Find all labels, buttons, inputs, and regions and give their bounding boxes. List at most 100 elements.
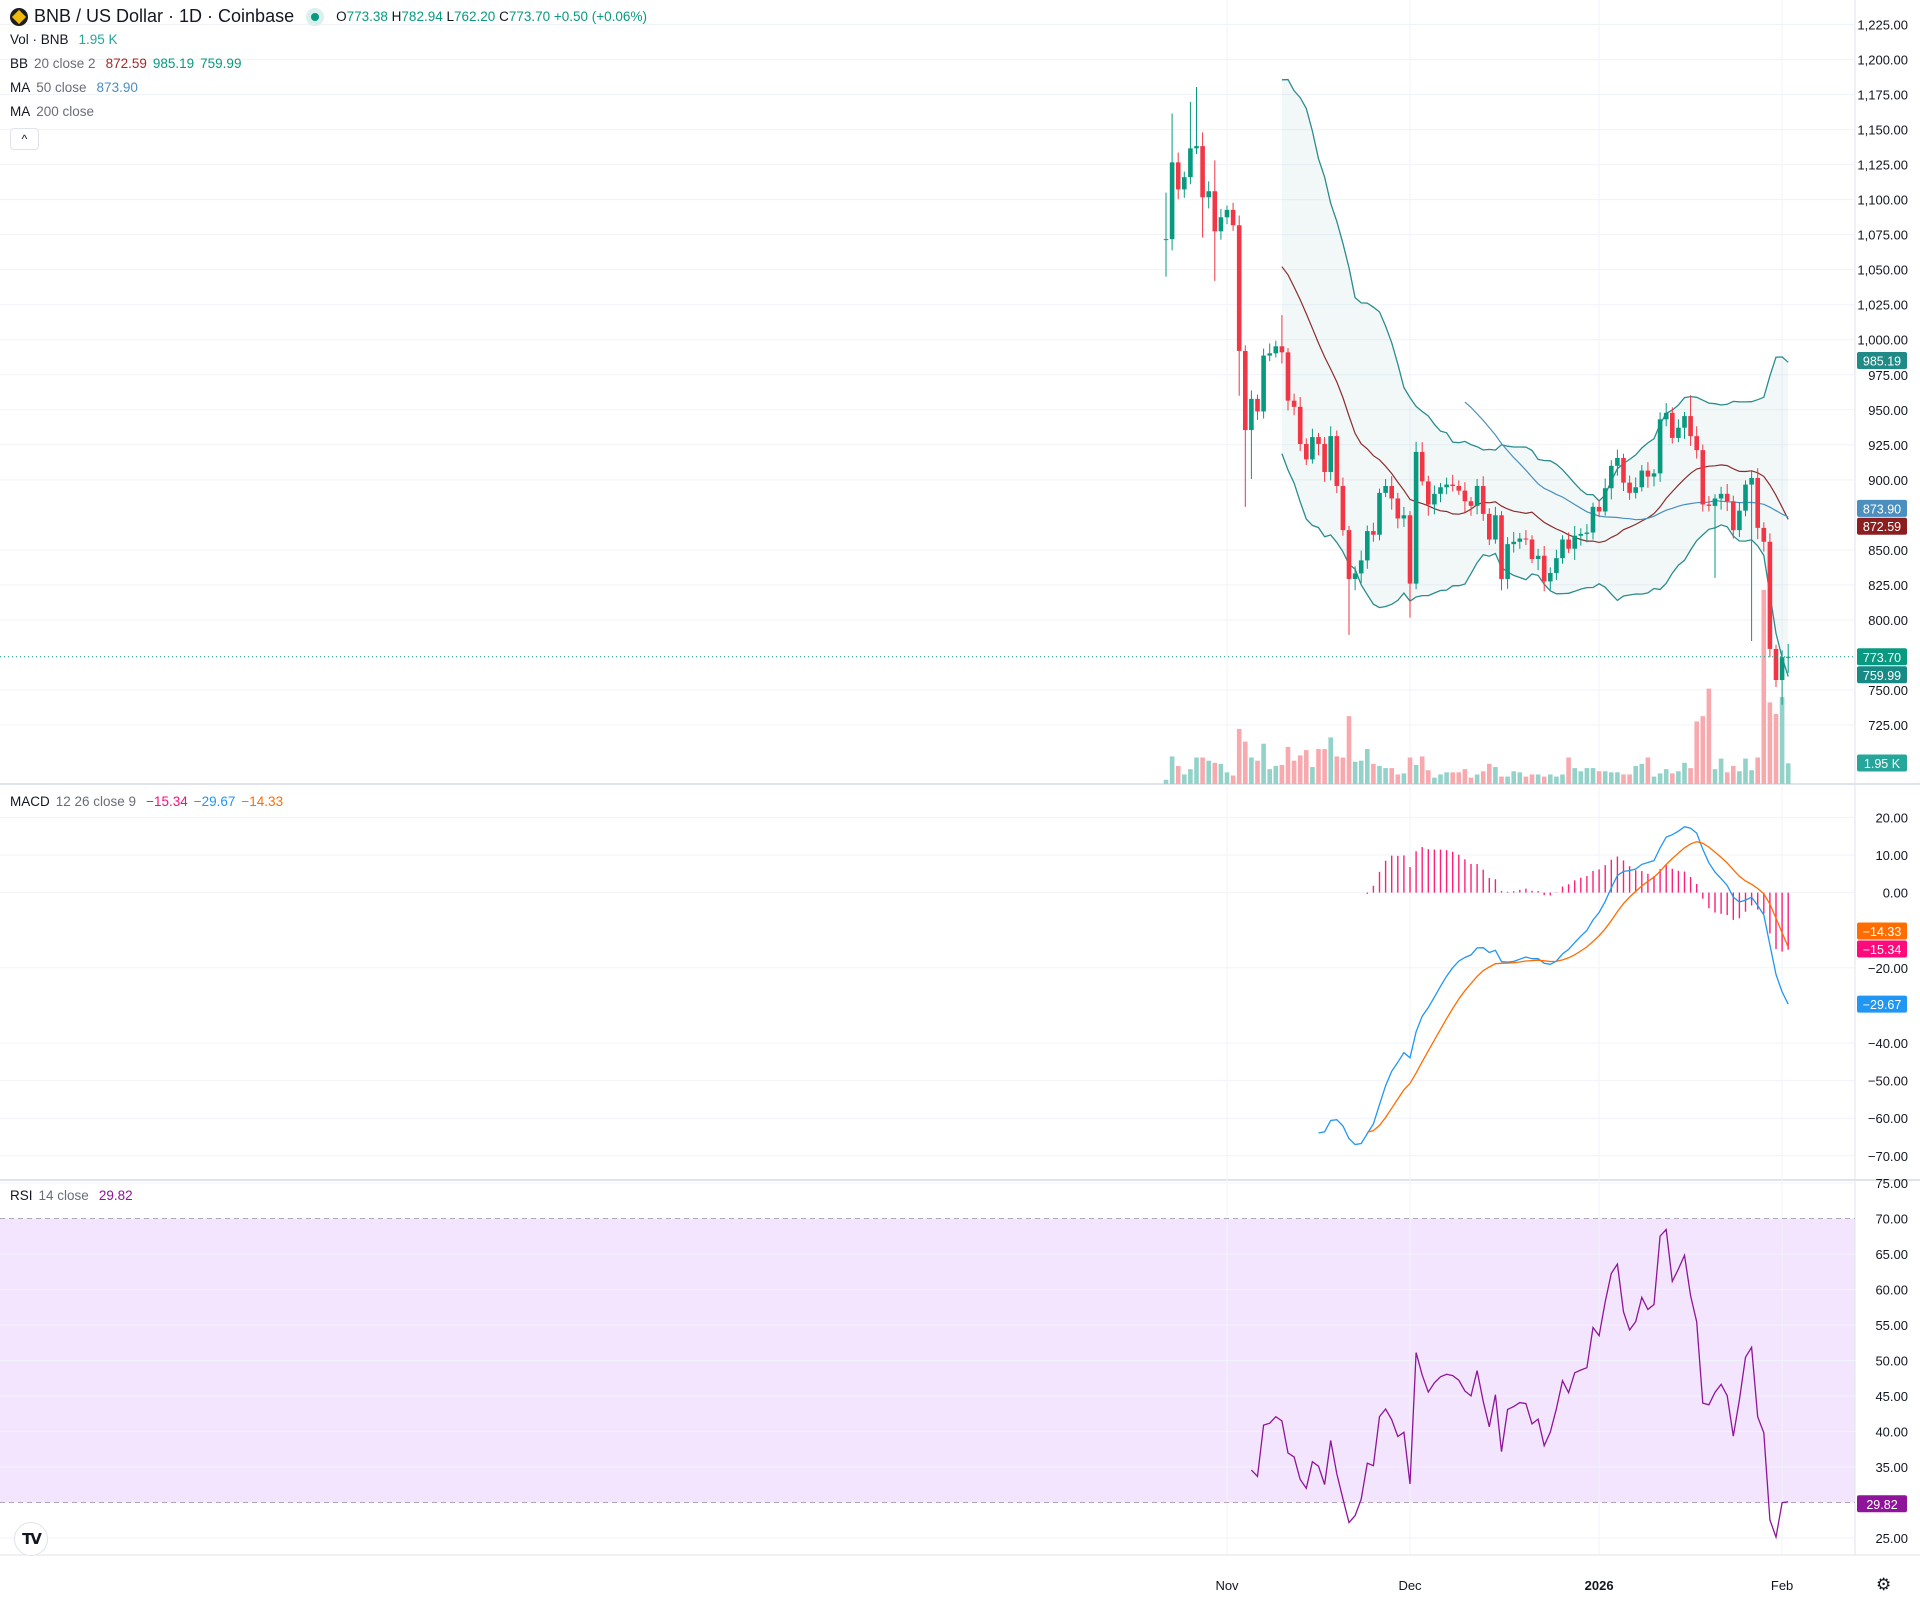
candle-body: [1737, 510, 1742, 531]
candle-body: [1163, 239, 1169, 241]
close-label: C: [499, 9, 509, 24]
macd-line: [1318, 825, 1789, 1146]
ma50-legend-params: 50 close: [36, 80, 87, 95]
volume-bar: [1462, 769, 1468, 784]
open-label: O: [336, 9, 347, 24]
macd-signal-line: [1367, 841, 1789, 1133]
volume-bar: [1419, 756, 1425, 784]
volume-bar: [1334, 756, 1340, 784]
volume-bar: [1395, 774, 1401, 784]
rsi-legend[interactable]: RSI 14 close 29.82: [10, 1188, 133, 1203]
volume-bar: [1761, 590, 1767, 784]
price-axis-label: 925.00: [1868, 438, 1908, 453]
volume-bar: [1468, 777, 1474, 784]
change-value: +0.50 (+0.06%): [553, 9, 647, 24]
candle-body: [1541, 555, 1547, 582]
macd-tag: −29.67: [1863, 998, 1902, 1012]
price-tag: 985.19: [1863, 354, 1901, 368]
bb-legend[interactable]: BB 20 close 2 872.59 985.19 759.99: [10, 56, 241, 71]
ohlc-values: O773.38 H782.94 L762.20 C773.70 +0.50 (+…: [336, 9, 647, 24]
ma50-legend[interactable]: MA 50 close 873.90: [10, 80, 138, 95]
volume-bar: [1493, 767, 1498, 784]
macd-axis-label: −40.00: [1868, 1036, 1908, 1051]
macd-legend[interactable]: MACD 12 26 close 9 −15.34 −29.67 −14.33: [10, 794, 283, 809]
volume-bar: [1304, 750, 1309, 784]
volume-bar: [1737, 771, 1742, 784]
candle-body: [1261, 355, 1266, 412]
volume-tag-bg: [1857, 754, 1907, 772]
volume-bar: [1456, 772, 1462, 784]
candle-body: [1676, 427, 1681, 438]
volume-bar: [1676, 771, 1681, 784]
candle-body: [1688, 416, 1693, 437]
candle-body: [1267, 353, 1272, 356]
volume-bar: [1529, 774, 1535, 784]
volume-bar: [1371, 763, 1376, 784]
bnb-coin-icon: [10, 7, 28, 26]
candle-body: [1749, 478, 1754, 485]
volume-bar: [1755, 757, 1760, 784]
volume-bar: [1670, 773, 1675, 784]
ma200-legend[interactable]: MA 200 close: [10, 104, 94, 119]
candle-body: [1188, 148, 1193, 178]
price-tag: 872.59: [1863, 520, 1901, 534]
bb-basis-value: 872.59: [105, 56, 147, 71]
volume-bar: [1718, 758, 1724, 784]
volume-bar: [1700, 716, 1706, 784]
symbol-legend[interactable]: BNB / US Dollar · 1D · Coinbase O773.38 …: [10, 6, 647, 27]
candle-body: [1499, 515, 1504, 580]
macd-tag-bg: [1857, 922, 1907, 940]
volume-bar: [1352, 761, 1358, 784]
volume-bar: [1523, 776, 1529, 784]
candle-body: [1511, 541, 1516, 545]
settings-gear-icon[interactable]: ⚙: [1876, 1575, 1892, 1594]
symbol-title[interactable]: BNB / US Dollar · 1D · Coinbase: [34, 6, 295, 26]
candle-body: [1535, 555, 1541, 559]
rsi-tag: 29.82: [1866, 1498, 1897, 1512]
macd-legend-name: MACD: [10, 794, 50, 809]
volume-bar: [1749, 770, 1754, 784]
volume-bar: [1224, 772, 1230, 784]
candle-body: [1243, 350, 1248, 431]
volume-bar: [1505, 776, 1510, 784]
volume-bar: [1255, 760, 1260, 784]
candle-body: [1383, 485, 1388, 493]
candle-body: [1584, 532, 1590, 534]
bb-legend-name: BB: [10, 56, 29, 71]
volume-bar: [1615, 772, 1620, 784]
candle-body: [1590, 506, 1596, 533]
macd-line-value: −29.67: [193, 794, 236, 809]
candle-body: [1724, 493, 1730, 502]
rsi-tag-bg: [1857, 1495, 1907, 1513]
collapse-legend-button[interactable]: ^: [10, 128, 39, 150]
candle-body: [1548, 572, 1553, 582]
volume-bar: [1785, 763, 1791, 784]
volume-tag: 1.95 K: [1864, 757, 1901, 771]
candle-body: [1175, 162, 1181, 190]
candle-body: [1779, 657, 1785, 681]
volume-bar: [1487, 763, 1492, 784]
volume-bar: [1310, 767, 1315, 784]
price-axis-label: 900.00: [1868, 473, 1908, 488]
price-axis-label: 1,125.00: [1857, 158, 1908, 173]
candle-body: [1389, 485, 1394, 499]
candle-body: [1438, 487, 1443, 494]
volume-bar: [1651, 776, 1657, 784]
macd-axis-label: 10.00: [1875, 848, 1908, 863]
candle-body: [1371, 531, 1376, 535]
rsi-axis-label: 65.00: [1875, 1247, 1908, 1262]
candle-body: [1578, 533, 1584, 536]
macd-hist-value: −15.34: [146, 794, 188, 809]
volume-bar: [1499, 776, 1504, 784]
volume-legend[interactable]: Vol · BNB 1.95 K: [10, 32, 118, 47]
candle-body: [1310, 437, 1315, 460]
tradingview-logo-icon[interactable]: TV: [14, 1522, 48, 1556]
volume-bar: [1413, 764, 1419, 784]
volume-bar: [1560, 774, 1565, 784]
candle-body: [1480, 485, 1486, 514]
candle-body: [1316, 437, 1321, 444]
rsi-axis-label: 35.00: [1875, 1460, 1908, 1475]
candle-body: [1328, 436, 1333, 472]
volume-bar: [1639, 763, 1645, 784]
